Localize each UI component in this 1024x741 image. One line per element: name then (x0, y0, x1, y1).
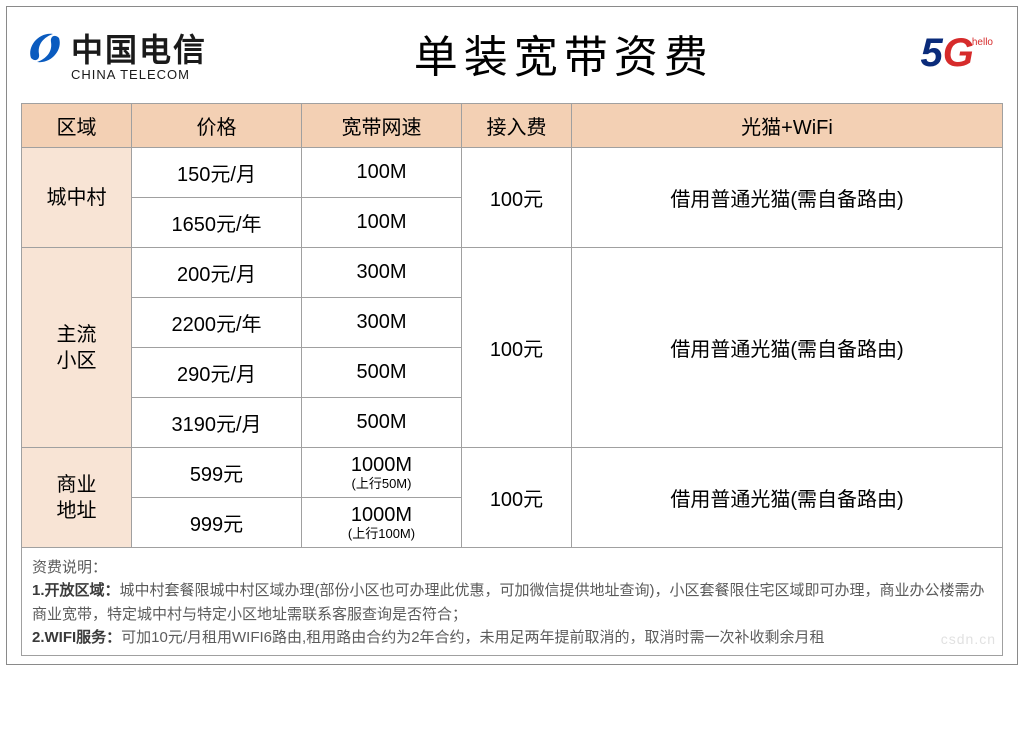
price-cell: 200元/月 (132, 248, 302, 298)
notes-heading: 资费说明： (32, 556, 992, 579)
wifi-cell: 借用普通光猫(需自备路由) (572, 448, 1003, 548)
speed-cell: 500M (302, 398, 462, 448)
fee-cell: 100元 (462, 148, 572, 248)
speed-cell: 300M (302, 248, 462, 298)
header: 中国电信 CHINA TELECOM 单装宽带资费 5 G hello (21, 17, 1003, 103)
price-cell: 999元 (132, 498, 302, 548)
speed-cell: 100M (302, 198, 462, 248)
speed-cell: 1000M(上行100M) (302, 498, 462, 548)
notes-item-text: 城中村套餐限城中村区域办理(部份小区也可办理此优惠，可加微信提供地址查询)，小区… (32, 582, 985, 622)
telecom-swirl-icon (25, 28, 65, 68)
speed-cell: 1000M(上行50M) (302, 448, 462, 498)
brand-en: CHINA TELECOM (71, 67, 190, 82)
col-region: 区域 (22, 104, 132, 148)
table-row: 商业地址599元1000M(上行50M)100元借用普通光猫(需自备路由) (22, 448, 1003, 498)
speed-cell: 300M (302, 298, 462, 348)
notes-item: 1.开放区域：城中村套餐限城中村区域办理(部份小区也可办理此优惠，可加微信提供地… (32, 579, 992, 626)
pricing-page: 中国电信 CHINA TELECOM 单装宽带资费 5 G hello 区域价格… (6, 6, 1018, 665)
notes-item: 2.WIFI服务：可加10元/月租用WIFI6路由,租用路由合约为2年合约，未用… (32, 626, 992, 649)
page-title: 单装宽带资费 (414, 21, 714, 85)
notes-item-label: 2.WIFI服务： (32, 629, 121, 646)
table-header: 区域价格宽带网速接入费光猫+WiFi (22, 104, 1003, 148)
price-cell: 150元/月 (132, 148, 302, 198)
brand-cn: 中国电信 (71, 25, 207, 71)
col-price: 价格 (132, 104, 302, 148)
price-cell: 3190元/月 (132, 398, 302, 448)
fiveg-g: G (943, 33, 974, 73)
speed-cell: 100M (302, 148, 462, 198)
table-row: 主流小区200元/月300M100元借用普通光猫(需自备路由) (22, 248, 1003, 298)
speed-cell: 500M (302, 348, 462, 398)
notes-item-text: 可加10元/月租用WIFI6路由,租用路由合约为2年合约，未用足两年提前取消的，… (121, 629, 824, 646)
region-cell: 商业地址 (22, 448, 132, 548)
china-telecom-logo: 中国电信 CHINA TELECOM (25, 25, 207, 82)
fiveg-hello: hello (972, 37, 993, 48)
watermark: csdn.cn (941, 629, 996, 651)
region-cell: 城中村 (22, 148, 132, 248)
price-cell: 290元/月 (132, 348, 302, 398)
wifi-cell: 借用普通光猫(需自备路由) (572, 248, 1003, 448)
price-cell: 599元 (132, 448, 302, 498)
wifi-cell: 借用普通光猫(需自备路由) (572, 148, 1003, 248)
col-fee: 接入费 (462, 104, 572, 148)
col-speed: 宽带网速 (302, 104, 462, 148)
region-cell: 主流小区 (22, 248, 132, 448)
fee-cell: 100元 (462, 448, 572, 548)
table-body: 城中村150元/月100M100元借用普通光猫(需自备路由)1650元/年100… (22, 148, 1003, 548)
fiveg-logo: 5 G hello (920, 33, 993, 73)
price-cell: 2200元/年 (132, 298, 302, 348)
table-row: 城中村150元/月100M100元借用普通光猫(需自备路由) (22, 148, 1003, 198)
notes-item-label: 1.开放区域： (32, 582, 120, 599)
col-wifi: 光猫+WiFi (572, 104, 1003, 148)
price-cell: 1650元/年 (132, 198, 302, 248)
fiveg-five: 5 (920, 33, 942, 73)
pricing-table: 区域价格宽带网速接入费光猫+WiFi 城中村150元/月100M100元借用普通… (21, 103, 1003, 548)
fee-cell: 100元 (462, 248, 572, 448)
notes-box: 资费说明： 1.开放区域：城中村套餐限城中村区域办理(部份小区也可办理此优惠，可… (21, 548, 1003, 656)
